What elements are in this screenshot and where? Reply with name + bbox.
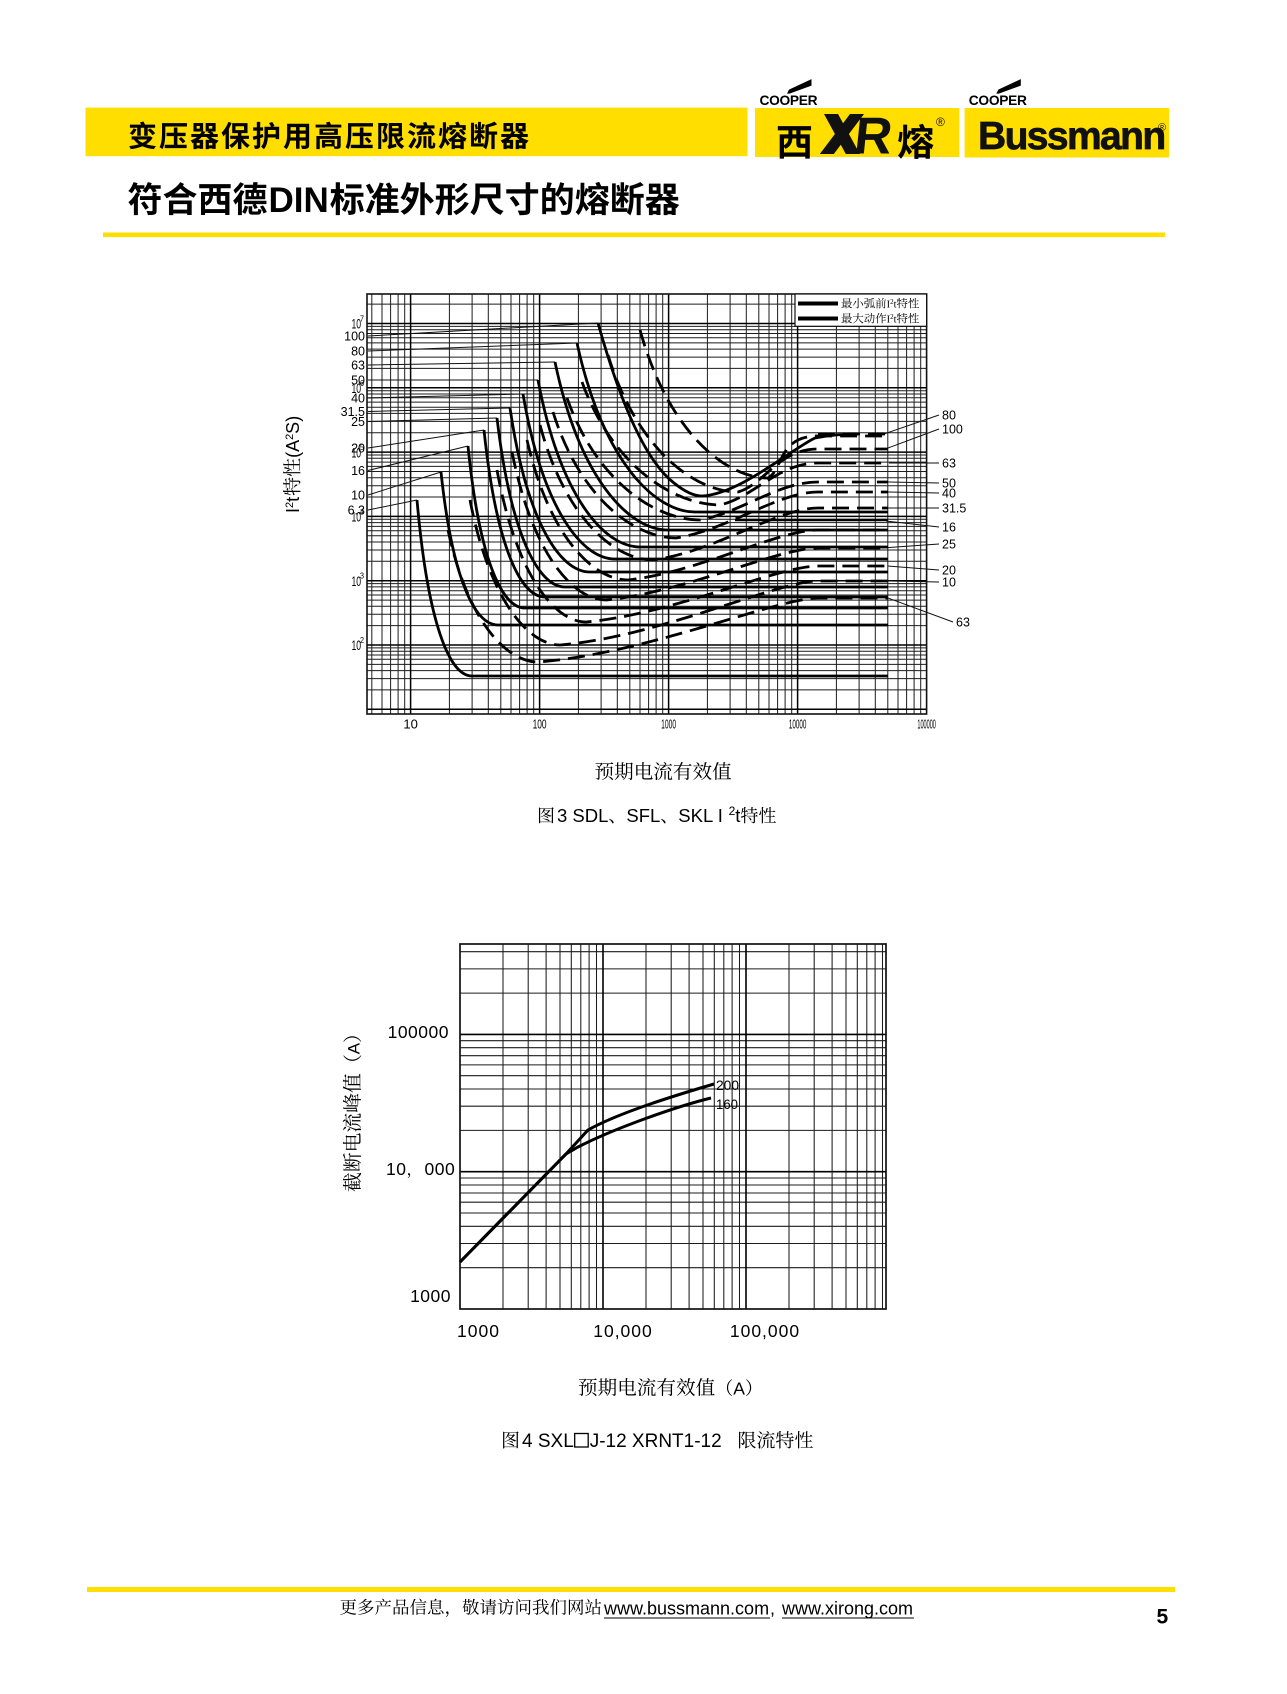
svg-text:10: 10 [352,509,362,525]
svg-text:10: 10 [352,573,362,589]
svg-text:10: 10 [386,1159,406,1179]
svg-text:40: 40 [942,487,956,501]
svg-text:100000: 100000 [388,1022,449,1042]
svg-text:20: 20 [942,564,956,578]
svg-text:t: t [894,315,897,326]
svg-text:10: 10 [403,717,418,732]
svg-text:25: 25 [942,538,956,552]
svg-text:10: 10 [351,489,365,503]
svg-text:63: 63 [956,616,970,630]
svg-text:100000: 100000 [917,717,936,732]
svg-text:2: 2 [729,804,736,818]
svg-text:®: ® [1158,122,1166,134]
svg-text:25: 25 [351,415,365,429]
svg-text:4: 4 [360,506,364,516]
svg-text:10: 10 [352,316,362,332]
svg-text:1000: 1000 [661,717,676,732]
svg-text:www.bussmann.com: www.bussmann.com [603,1598,769,1618]
svg-text:80: 80 [351,345,365,359]
svg-text:S): S) [283,416,303,434]
svg-text:(A: (A [283,440,303,458]
svg-text:t: t [735,805,740,826]
svg-text:Bussmann: Bussmann [978,115,1165,158]
svg-text:2: 2 [360,635,364,645]
svg-text:I: I [887,300,891,311]
svg-text:7: 7 [360,314,364,324]
svg-text:100: 100 [942,423,963,437]
svg-text:COOPER: COOPER [760,93,818,108]
svg-text:6.3: 6.3 [348,504,365,518]
svg-text:COOPER: COOPER [969,93,1027,108]
svg-text:80: 80 [942,409,956,423]
svg-text:3: 3 [360,571,364,581]
svg-text:50: 50 [942,477,956,491]
svg-text:10: 10 [352,444,362,460]
svg-text:2: 2 [890,313,894,321]
svg-text:t: t [894,300,897,311]
svg-text:63: 63 [942,457,956,471]
svg-text:31.5: 31.5 [942,502,966,516]
svg-text:200: 200 [716,1077,739,1093]
svg-text:16: 16 [942,521,956,535]
svg-text:16: 16 [351,464,365,478]
svg-text:2: 2 [284,434,296,440]
svg-text:10: 10 [352,637,362,653]
svg-text:A: A [345,1042,364,1054]
svg-text:10000: 10000 [789,717,807,732]
svg-text:2: 2 [890,298,894,306]
svg-text:,: , [770,1598,775,1618]
svg-text:10: 10 [352,380,362,396]
svg-text:A: A [733,1379,745,1399]
svg-text:100,000: 100,000 [730,1321,800,1341]
svg-text:SKL I: SKL I [678,805,723,826]
svg-text:31.5: 31.5 [341,405,365,419]
svg-text:100: 100 [533,717,547,732]
svg-text:50: 50 [351,374,365,388]
svg-text:t: t [283,497,303,502]
svg-text:www.xirong.com: www.xirong.com [781,1598,913,1618]
svg-text:20: 20 [351,442,365,456]
svg-text:2: 2 [284,502,296,508]
svg-text:1000: 1000 [410,1286,451,1306]
svg-text:5: 5 [360,442,364,452]
svg-text:4 SXL: 4 SXL [522,1431,574,1452]
svg-text:R: R [852,108,896,166]
svg-text:160: 160 [716,1096,738,1112]
svg-text:63: 63 [351,359,365,373]
svg-text:SFL: SFL [626,805,660,826]
svg-text:I: I [887,315,891,326]
svg-text:DIN: DIN [269,181,329,220]
svg-text:I: I [283,508,303,513]
svg-text:3 SDL: 3 SDL [557,805,608,826]
svg-text:®: ® [936,115,945,129]
svg-text:J-12 XRNT1-12: J-12 XRNT1-12 [590,1431,722,1452]
svg-text:6: 6 [360,378,364,388]
svg-text:10,000: 10,000 [593,1321,653,1341]
svg-text:1000: 1000 [457,1321,500,1341]
svg-text:000: 000 [425,1159,456,1179]
svg-text:10: 10 [942,576,956,590]
svg-text:100: 100 [344,330,365,344]
svg-text:5: 5 [1157,1606,1169,1629]
svg-text:40: 40 [351,392,365,406]
